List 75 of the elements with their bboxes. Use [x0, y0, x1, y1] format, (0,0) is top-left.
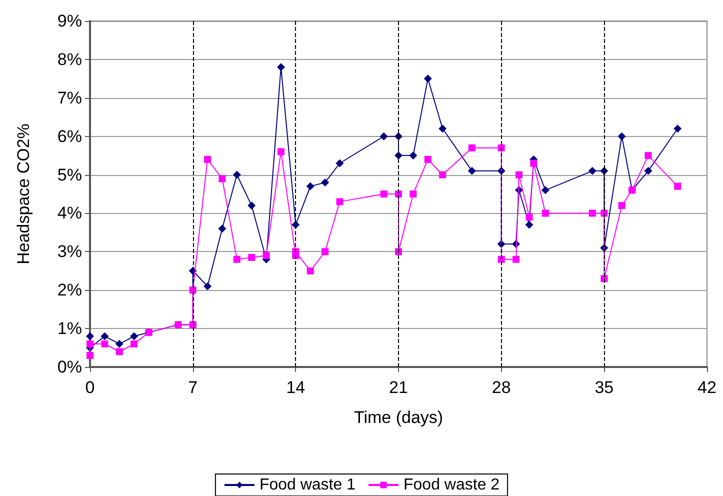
- legend-label: Food waste 2: [404, 476, 500, 494]
- x-tick-label: 7: [188, 378, 198, 397]
- point: [336, 198, 344, 206]
- x-tick-label: 35: [594, 378, 614, 397]
- point: [306, 182, 314, 190]
- point: [380, 190, 388, 198]
- y-axis-title: Headspace CO2%: [14, 124, 33, 264]
- point: [86, 340, 94, 348]
- point: [541, 186, 550, 194]
- point: [588, 166, 596, 175]
- point: [86, 352, 94, 359]
- point: [130, 332, 138, 340]
- point: [674, 182, 682, 190]
- point: [100, 332, 109, 340]
- point: [515, 171, 522, 178]
- x-tick-label: 28: [492, 378, 511, 397]
- point: [410, 190, 417, 198]
- point: [542, 210, 549, 217]
- point: [248, 254, 256, 261]
- y-tick-label: 2%: [57, 280, 82, 300]
- point: [525, 220, 534, 229]
- point: [439, 171, 446, 178]
- y-tick-label: 1%: [57, 319, 82, 338]
- point: [618, 132, 626, 140]
- x-tick-label: 14: [286, 378, 306, 397]
- point: [218, 224, 226, 233]
- point: [321, 178, 330, 186]
- x-tick-label: 0: [85, 378, 95, 397]
- y-tick-label: 8%: [57, 50, 82, 69]
- point: [526, 214, 533, 221]
- point: [218, 175, 226, 182]
- point: [322, 248, 329, 256]
- point: [424, 74, 432, 83]
- point: [86, 332, 94, 340]
- point: [424, 156, 432, 163]
- point: [292, 248, 300, 256]
- point: [498, 144, 505, 152]
- point: [232, 170, 241, 179]
- y-tick-label: 6%: [57, 126, 82, 146]
- point: [438, 124, 447, 133]
- point: [277, 148, 284, 156]
- point: [115, 340, 124, 348]
- point: [674, 124, 682, 133]
- x-axis-title: Time (days): [354, 408, 444, 427]
- point: [204, 282, 212, 290]
- point: [233, 256, 240, 263]
- y-tick-label: 0%: [57, 358, 82, 376]
- point: [468, 166, 476, 175]
- point: [101, 340, 108, 348]
- point: [409, 152, 418, 160]
- y-tick-label: 7%: [57, 88, 82, 108]
- y-tick-label: 5%: [57, 165, 82, 184]
- point: [618, 202, 626, 210]
- point: [530, 160, 538, 167]
- point: [116, 348, 123, 356]
- point: [306, 267, 314, 274]
- point: [204, 156, 212, 163]
- legend-label: Food waste 1: [259, 476, 356, 494]
- point: [588, 210, 596, 217]
- point: [276, 63, 285, 72]
- point: [395, 248, 402, 256]
- point: [130, 340, 138, 348]
- x-tick-label: 42: [698, 378, 716, 397]
- point: [380, 132, 388, 140]
- point: [262, 252, 270, 260]
- point: [336, 159, 344, 168]
- y-tick-label: 4%: [57, 204, 82, 223]
- point: [468, 144, 476, 152]
- point: [644, 166, 652, 175]
- point: [644, 152, 652, 160]
- x-tick-label: 21: [389, 378, 408, 397]
- point: [512, 256, 520, 263]
- y-tick-label: 9%: [57, 12, 82, 30]
- point: [248, 202, 256, 210]
- y-tick-label: 3%: [57, 242, 82, 262]
